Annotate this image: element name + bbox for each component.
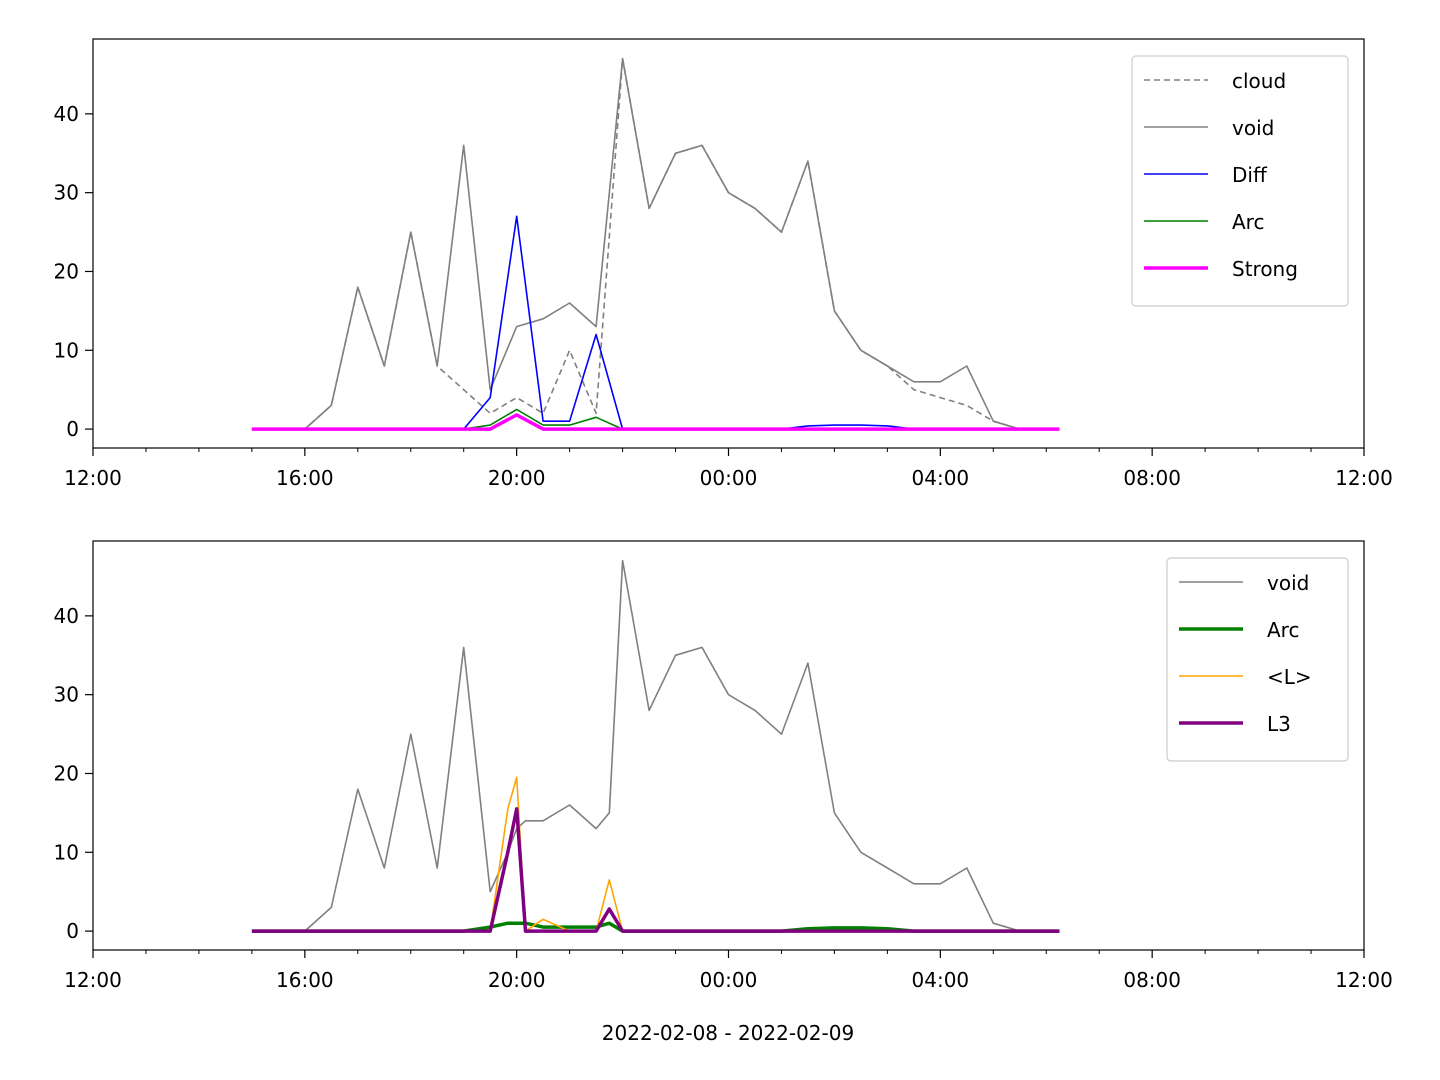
- y-tick-label: 20: [54, 761, 79, 785]
- y-tick-label: 20: [54, 259, 79, 283]
- x-tick-label: 16:00: [276, 968, 334, 992]
- legend-label-strong: Strong: [1232, 257, 1298, 281]
- legend-label-l: <L>: [1267, 665, 1312, 689]
- y-tick-label: 10: [54, 338, 79, 362]
- series-group: [251, 57, 1060, 431]
- x-tick-label: 08:00: [1123, 968, 1181, 992]
- series-group: [251, 559, 1060, 933]
- x-axis-label: 2022-02-08 - 2022-02-09: [602, 1021, 854, 1045]
- x-tick-label: 20:00: [488, 466, 546, 490]
- y-tick-label: 40: [54, 102, 79, 126]
- legend-label-void: void: [1232, 116, 1274, 140]
- x-tick-label: 04:00: [912, 968, 970, 992]
- x-tick-label: 08:00: [1123, 466, 1181, 490]
- x-tick-label: 12:00: [64, 968, 122, 992]
- legend-box: [1131, 55, 1349, 307]
- bottom-panel: 12:00 16:00 20:00 00:00 04:00 08:00 12:00 0 10 20…: [54, 540, 1393, 992]
- y-tick-label: 0: [66, 919, 79, 943]
- legend-box: [1166, 557, 1349, 762]
- legend-label-void: void: [1267, 571, 1309, 595]
- series-line-strong: [251, 413, 1060, 431]
- y-tick-label: 0: [66, 417, 79, 441]
- x-tick-label: 12:00: [1335, 968, 1393, 992]
- legend-label-arc: Arc: [1267, 618, 1299, 642]
- top-panel: 12:00 16:00 20:00 00:00 04:00 08:00 12:00 0 10 20…: [54, 38, 1393, 490]
- legend-label-diff: Diff: [1232, 163, 1268, 187]
- legend-label-arc: Arc: [1232, 210, 1264, 234]
- series-line-void: [251, 559, 1060, 932]
- x-tick-label: 12:00: [1335, 466, 1393, 490]
- x-tick-label: 16:00: [276, 466, 334, 490]
- series-line-l3: [251, 807, 1060, 933]
- legend-label-l3: L3: [1267, 712, 1291, 736]
- y-tick-label: 30: [54, 683, 79, 707]
- y-tick-label: 40: [54, 604, 79, 628]
- x-tick-label: 00:00: [700, 968, 758, 992]
- x-tick-label: 12:00: [64, 466, 122, 490]
- series-line-void: [251, 57, 1060, 430]
- y-tick-label: 10: [54, 840, 79, 864]
- x-tick-label: 20:00: [488, 968, 546, 992]
- x-tick-label: 00:00: [700, 466, 758, 490]
- legend-label-cloud: cloud: [1232, 69, 1286, 93]
- y-tick-label: 30: [54, 181, 79, 205]
- x-tick-label: 04:00: [912, 466, 970, 490]
